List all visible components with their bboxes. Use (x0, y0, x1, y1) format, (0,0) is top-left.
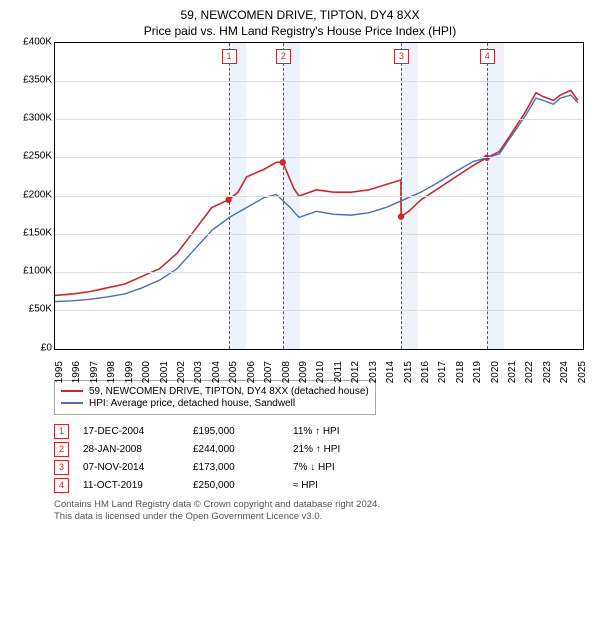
x-axis-label: 2016 (420, 361, 431, 383)
table-row: 3 07-NOV-2014£173,0007% ↓ HPI (54, 460, 590, 475)
x-axis-label: 2006 (246, 361, 257, 383)
x-axis-label: 2025 (577, 361, 588, 383)
row-price: £195,000 (193, 426, 293, 437)
row-comparison: 7% ↓ HPI (293, 462, 413, 473)
row-date: 07-NOV-2014 (83, 462, 193, 473)
sale-marker: 2 (276, 49, 291, 64)
plot-region: 1 2 3 4 (54, 42, 584, 350)
x-axis-label: 2001 (159, 361, 170, 383)
y-axis-label: £150K (10, 227, 52, 238)
x-axis-label: 2003 (193, 361, 204, 383)
sale-marker: 3 (394, 49, 409, 64)
x-axis-label: 2019 (472, 361, 483, 383)
x-axis-label: 2023 (542, 361, 553, 383)
x-axis-label: 2024 (559, 361, 570, 383)
x-axis-label: 1999 (124, 361, 135, 383)
x-axis-label: 2004 (211, 361, 222, 383)
sale-vline (487, 43, 488, 349)
row-date: 17-DEC-2004 (83, 426, 193, 437)
sale-vline (229, 43, 230, 349)
y-axis-label: £0 (10, 342, 52, 353)
y-axis-label: £200K (10, 189, 52, 200)
x-axis-label: 2020 (490, 361, 501, 383)
row-comparison: 21% ↑ HPI (293, 444, 413, 455)
footer-line-1: Contains HM Land Registry data © Crown c… (54, 499, 590, 511)
legend-swatch (61, 390, 83, 392)
sale-vline (401, 43, 402, 349)
chart-area: 1 2 3 4 £0 £50K £100K £150K £200K £250K £300K £350… (10, 42, 590, 372)
table-row: 2 28-JAN-2008£244,00021% ↑ HPI (54, 442, 590, 457)
x-axis-label: 2012 (350, 361, 361, 383)
row-price: £250,000 (193, 480, 293, 491)
x-axis-label: 1996 (71, 361, 82, 383)
x-axis-label: 2005 (228, 361, 239, 383)
legend-swatch (61, 402, 83, 404)
row-marker: 3 (54, 460, 69, 475)
legend-label: 59, NEWCOMEN DRIVE, TIPTON, DY4 8XX (det… (89, 386, 369, 397)
footer-line-2: This data is licensed under the Open Gov… (54, 511, 590, 523)
sale-marker: 4 (480, 49, 495, 64)
y-axis-label: £50K (10, 304, 52, 315)
x-axis-label: 2009 (298, 361, 309, 383)
row-comparison: 11% ↑ HPI (293, 426, 413, 437)
x-axis-label: 2013 (368, 361, 379, 383)
y-axis-label: £350K (10, 74, 52, 85)
series-line (55, 90, 578, 295)
x-axis-label: 2021 (507, 361, 518, 383)
legend-label: HPI: Average price, detached house, Sand… (89, 398, 295, 409)
x-axis-label: 2000 (141, 361, 152, 383)
x-axis-label: 2015 (403, 361, 414, 383)
x-axis-label: 2008 (281, 361, 292, 383)
row-date: 11-OCT-2019 (83, 480, 193, 491)
sale-marker: 1 (222, 49, 237, 64)
x-axis-label: 2011 (333, 361, 344, 383)
row-marker: 1 (54, 424, 69, 439)
sale-vline (283, 43, 284, 349)
sales-table: 1 17-DEC-2004£195,00011% ↑ HPI 2 28-JAN-200… (54, 424, 590, 493)
x-axis-label: 2002 (176, 361, 187, 383)
legend: 59, NEWCOMEN DRIVE, TIPTON, DY4 8XX (det… (54, 380, 376, 415)
row-marker: 4 (54, 478, 69, 493)
x-axis-label: 2010 (315, 361, 326, 383)
legend-item: 59, NEWCOMEN DRIVE, TIPTON, DY4 8XX (det… (61, 386, 369, 397)
x-axis-label: 1998 (106, 361, 117, 383)
legend-item: HPI: Average price, detached house, Sand… (61, 398, 369, 409)
table-row: 4 11-OCT-2019£250,000≈ HPI (54, 478, 590, 493)
title-line-2: Price paid vs. HM Land Registry's House … (10, 24, 590, 38)
x-axis-label: 2017 (437, 361, 448, 383)
x-axis-label: 1995 (54, 361, 65, 383)
row-marker: 2 (54, 442, 69, 457)
table-row: 1 17-DEC-2004£195,00011% ↑ HPI (54, 424, 590, 439)
y-axis-label: £400K (10, 36, 52, 47)
x-axis-label: 2018 (455, 361, 466, 383)
series-line (55, 95, 578, 302)
x-axis-label: 2022 (524, 361, 535, 383)
y-axis-label: £300K (10, 113, 52, 124)
row-date: 28-JAN-2008 (83, 444, 193, 455)
footer: Contains HM Land Registry data © Crown c… (54, 499, 590, 524)
y-axis-label: £100K (10, 266, 52, 277)
row-comparison: ≈ HPI (293, 480, 413, 491)
x-axis-label: 1997 (89, 361, 100, 383)
title-line-1: 59, NEWCOMEN DRIVE, TIPTON, DY4 8XX (10, 8, 590, 24)
y-axis-label: £250K (10, 151, 52, 162)
row-price: £173,000 (193, 462, 293, 473)
x-axis-label: 2007 (263, 361, 274, 383)
x-axis-label: 2014 (385, 361, 396, 383)
row-price: £244,000 (193, 444, 293, 455)
